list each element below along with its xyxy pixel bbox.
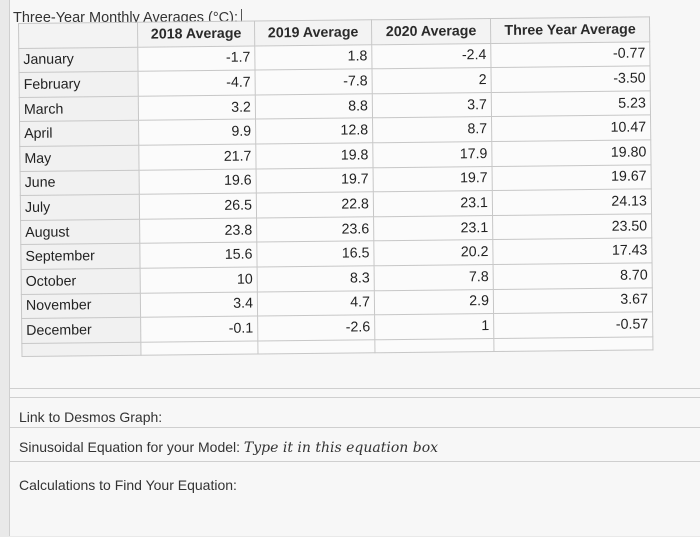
avg-2019-cell[interactable]: 8.8: [255, 93, 373, 120]
empty-cell[interactable]: [21, 341, 141, 357]
equation-input[interactable]: Type it in this equation box: [243, 440, 439, 456]
month-cell[interactable]: June: [20, 169, 140, 196]
header-2019-average: 2019 Average: [254, 19, 372, 46]
three-year-avg-cell[interactable]: 3.67: [493, 287, 653, 314]
avg-2020-cell[interactable]: 3.7: [372, 92, 492, 119]
avg-2020-cell[interactable]: 23.1: [373, 190, 493, 217]
avg-2018-cell[interactable]: -4.7: [138, 70, 256, 97]
section-divider: [10, 388, 700, 390]
avg-2018-cell[interactable]: 3.4: [140, 291, 258, 318]
avg-2019-cell[interactable]: 16.5: [256, 241, 375, 267]
avg-2019-cell[interactable]: 19.7: [256, 167, 374, 194]
avg-2018-cell[interactable]: 9.9: [138, 119, 256, 146]
avg-2020-cell[interactable]: 1: [374, 313, 494, 340]
empty-cell[interactable]: [257, 339, 375, 354]
month-cell[interactable]: October: [21, 268, 141, 295]
avg-2018-cell[interactable]: 19.6: [139, 168, 257, 195]
month-cell[interactable]: July: [20, 194, 140, 221]
month-cell[interactable]: December: [21, 317, 141, 344]
document-page: Three-Year Monthly Averages (°C): 2018 A…: [9, 0, 700, 536]
three-year-avg-cell[interactable]: 8.70: [493, 262, 653, 290]
month-cell[interactable]: May: [19, 145, 140, 172]
avg-2018-cell[interactable]: 21.7: [138, 143, 257, 170]
three-year-avg-cell[interactable]: 10.47: [491, 115, 651, 142]
header-month: [18, 22, 138, 49]
avg-2020-cell[interactable]: 8.7: [372, 116, 492, 143]
avg-2019-cell[interactable]: 12.8: [255, 118, 373, 144]
text-cursor: [241, 9, 243, 27]
avg-2020-cell[interactable]: 2.9: [374, 289, 494, 315]
avg-2018-cell[interactable]: 23.8: [139, 217, 257, 244]
month-cell[interactable]: August: [20, 218, 140, 245]
desmos-link-label: Link to Desmos Graph:: [19, 409, 163, 425]
three-year-avg-cell[interactable]: -0.77: [490, 41, 650, 68]
avg-2018-cell[interactable]: -0.1: [140, 316, 258, 342]
calculations-label: Calculations to Find Your Equation:: [19, 477, 237, 493]
calculations-field[interactable]: Calculations to Find Your Equation:: [10, 461, 700, 537]
avg-2020-cell[interactable]: 2: [372, 67, 492, 94]
avg-2020-cell[interactable]: 20.2: [373, 239, 494, 266]
avg-2019-cell[interactable]: 8.3: [257, 265, 375, 292]
avg-2020-cell[interactable]: 19.7: [373, 166, 493, 192]
avg-2019-cell[interactable]: 19.8: [255, 142, 374, 169]
avg-2018-cell[interactable]: 26.5: [139, 193, 257, 219]
month-cell[interactable]: January: [18, 46, 139, 73]
avg-2019-cell[interactable]: 23.6: [256, 216, 374, 243]
empty-cell[interactable]: [140, 340, 258, 355]
header-three-year-average: Three Year Average: [490, 16, 650, 44]
three-year-avg-cell[interactable]: 17.43: [492, 238, 653, 265]
three-year-avg-cell[interactable]: -3.50: [490, 66, 651, 93]
header-2020-average: 2020 Average: [371, 18, 491, 45]
desmos-link-field[interactable]: Link to Desmos Graph:: [10, 397, 700, 428]
three-year-avg-cell[interactable]: 19.80: [491, 139, 652, 167]
avg-2019-cell[interactable]: -2.6: [257, 314, 375, 341]
month-cell[interactable]: April: [19, 120, 139, 147]
three-year-avg-cell[interactable]: 19.67: [492, 164, 652, 191]
avg-2020-cell[interactable]: 7.8: [374, 264, 494, 291]
three-year-avg-cell[interactable]: 5.23: [491, 90, 651, 117]
avg-2018-cell[interactable]: -1.7: [137, 45, 256, 72]
header-2018-average: 2018 Average: [137, 21, 255, 47]
month-cell[interactable]: November: [21, 292, 141, 319]
empty-cell[interactable]: [374, 338, 494, 353]
empty-cell[interactable]: [493, 336, 653, 352]
equation-row: Sinusoidal Equation for your Model: Type…: [19, 439, 438, 456]
avg-2018-cell[interactable]: 3.2: [138, 94, 256, 121]
three-year-avg-cell[interactable]: -0.57: [493, 311, 653, 339]
month-cell[interactable]: February: [19, 71, 139, 98]
three-year-avg-cell[interactable]: 24.13: [492, 189, 652, 216]
avg-2020-cell[interactable]: -2.4: [371, 43, 491, 69]
avg-2018-cell[interactable]: 15.6: [139, 242, 258, 269]
month-cell[interactable]: September: [20, 243, 141, 270]
month-cell[interactable]: March: [19, 96, 139, 122]
three-year-avg-cell[interactable]: 23.50: [492, 213, 652, 240]
avg-2019-cell[interactable]: 1.8: [254, 44, 373, 71]
avg-2020-cell[interactable]: 17.9: [372, 141, 493, 168]
avg-2019-cell[interactable]: 4.7: [257, 290, 375, 317]
avg-2018-cell[interactable]: 10: [140, 266, 258, 293]
monthly-averages-table: 2018 Average 2019 Average 2020 Average T…: [18, 16, 653, 357]
avg-2020-cell[interactable]: 23.1: [373, 215, 493, 242]
equation-field[interactable]: Sinusoidal Equation for your Model: Type…: [10, 427, 700, 462]
avg-2019-cell[interactable]: 22.8: [256, 191, 374, 218]
equation-label: Sinusoidal Equation for your Model:: [19, 439, 241, 455]
avg-2019-cell[interactable]: -7.8: [255, 68, 373, 95]
